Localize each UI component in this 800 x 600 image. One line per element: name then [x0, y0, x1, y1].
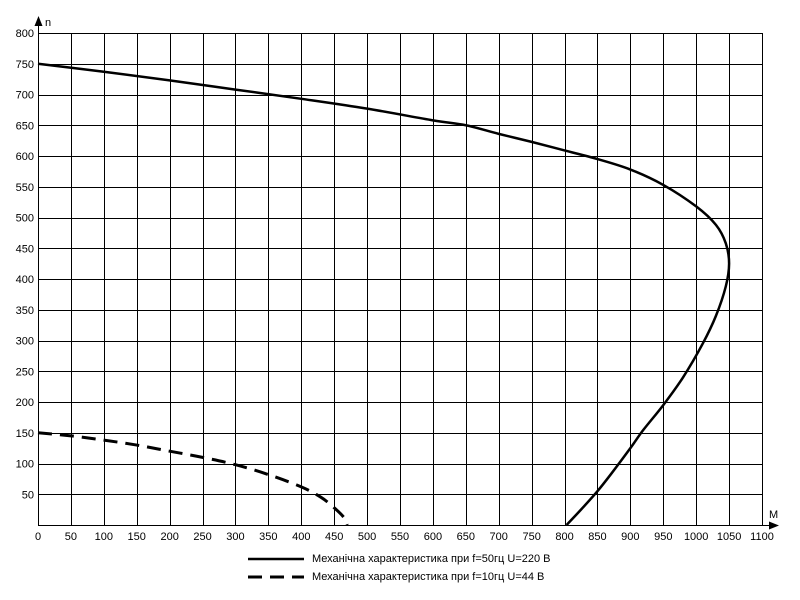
y-axis-label: n: [45, 17, 51, 29]
legend-label-series-2: Механічна характеристика при f=10гц U=44…: [312, 571, 545, 583]
x-tick-label: 250: [193, 531, 211, 543]
y-tick-label: 600: [16, 151, 34, 163]
y-axis-arrow: [34, 16, 43, 26]
plot-area: [37, 62, 731, 526]
x-tick-label: 700: [490, 531, 508, 543]
y-tick-label: 700: [16, 90, 34, 102]
y-tick-label: 250: [16, 366, 34, 378]
x-tick-label: 500: [358, 531, 376, 543]
legend-swatch-solid: [248, 557, 304, 561]
x-tick-label: 1050: [717, 531, 741, 543]
y-tick-label: 750: [16, 59, 34, 71]
y-tick-label: 150: [16, 428, 34, 440]
x-tick-label: 600: [424, 531, 442, 543]
series-line-1: [37, 62, 731, 526]
x-tick-label: 950: [654, 531, 672, 543]
x-tick-label: 0: [35, 531, 41, 543]
y-tick-label: 800: [16, 28, 34, 40]
x-tick-label: 900: [621, 531, 639, 543]
series-line-2: [37, 431, 349, 526]
x-tick-label: 650: [457, 531, 475, 543]
y-tick-label: 550: [16, 182, 34, 194]
x-tick-label: 800: [555, 531, 573, 543]
legend-swatch-dashed: [248, 575, 304, 579]
y-tick-label: 200: [16, 397, 34, 409]
x-axis-label: M: [769, 509, 778, 521]
x-tick-label: 350: [259, 531, 277, 543]
y-tick-label: 500: [16, 213, 34, 225]
grid: [38, 33, 763, 525]
x-tick-label: 1000: [684, 531, 708, 543]
y-tick-label: 450: [16, 243, 34, 255]
x-tick-label: 850: [588, 531, 606, 543]
x-axis-arrow: [769, 521, 779, 530]
y-tick-label: 650: [16, 120, 34, 132]
x-tick-label: 300: [226, 531, 244, 543]
tick-labels: 0 50 100 150 200 250 300 350 400 450 500 550 600 650 7…: [16, 28, 774, 543]
x-tick-label: 450: [325, 531, 343, 543]
y-tick-label: 100: [16, 459, 34, 471]
x-tick-label: 100: [95, 531, 113, 543]
y-tick-label: 400: [16, 274, 34, 286]
x-tick-label: 200: [160, 531, 178, 543]
x-tick-label: 150: [128, 531, 146, 543]
y-tick-label: 350: [16, 305, 34, 317]
legend-label-series-1: Механічна характеристика при f=50гц U=22…: [312, 553, 551, 565]
x-tick-label: 1100: [750, 531, 774, 543]
y-tick-label: 50: [22, 489, 34, 501]
axes: n M: [34, 16, 779, 530]
x-tick-label: 50: [65, 531, 77, 543]
x-tick-label: 550: [391, 531, 409, 543]
x-tick-label: 750: [522, 531, 540, 543]
y-tick-label: 300: [16, 336, 34, 348]
x-tick-label: 400: [292, 531, 310, 543]
